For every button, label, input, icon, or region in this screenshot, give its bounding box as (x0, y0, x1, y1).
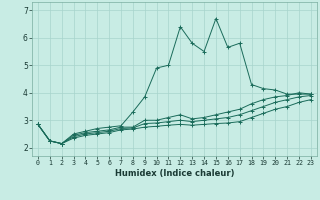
X-axis label: Humidex (Indice chaleur): Humidex (Indice chaleur) (115, 169, 234, 178)
